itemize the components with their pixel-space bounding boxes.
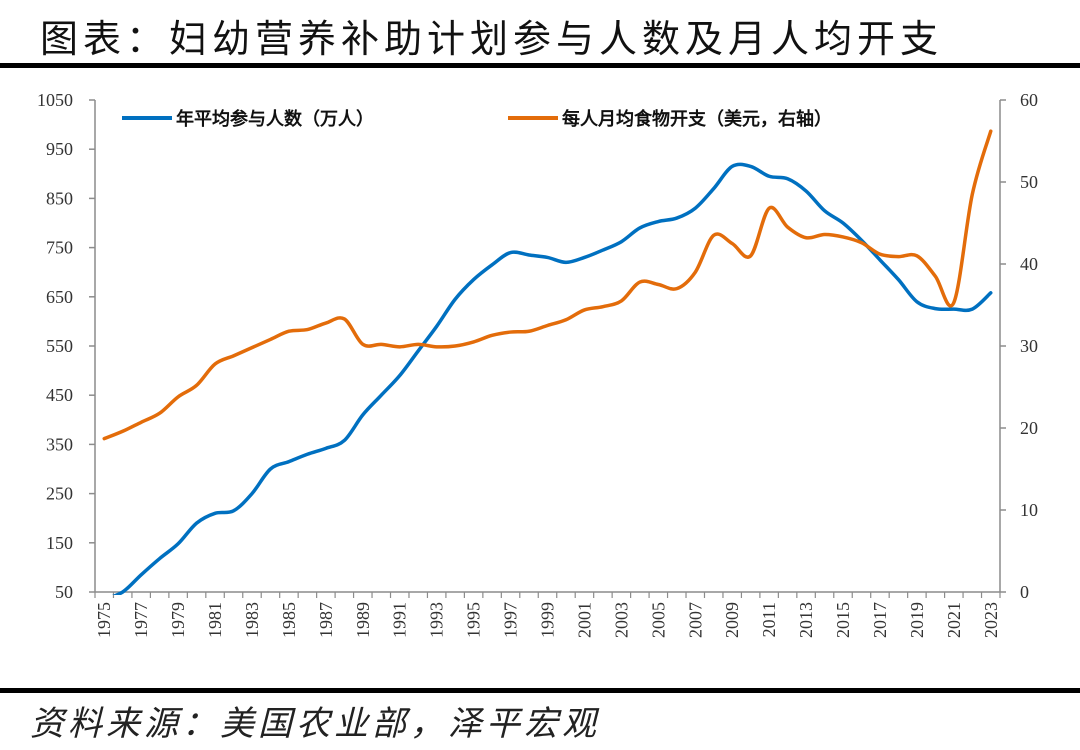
x-tick-label: 2015 bbox=[833, 602, 853, 638]
x-tick-label: 1981 bbox=[205, 602, 225, 638]
x-tick-label: 1991 bbox=[390, 602, 410, 638]
right-y-tick-label: 30 bbox=[1020, 336, 1038, 356]
x-tick-label: 2001 bbox=[574, 602, 594, 638]
title-rule bbox=[0, 63, 1080, 68]
x-tick-label: 1993 bbox=[427, 602, 447, 638]
x-tick-label: 1999 bbox=[538, 602, 558, 638]
x-tick-label: 2005 bbox=[648, 602, 668, 638]
x-tick-label: 1975 bbox=[94, 602, 114, 638]
x-tick-label: 1995 bbox=[464, 602, 484, 638]
legend-label-participants: 年平均参与人数（万人） bbox=[176, 108, 374, 130]
right-y-tick-label: 60 bbox=[1020, 90, 1038, 110]
axes: 50 150 250 350 450 550 650 750 850 950 1050 0 10 20 30… bbox=[37, 90, 1038, 638]
left-y-tick-label: 950 bbox=[46, 139, 73, 159]
left-y-tick-label: 850 bbox=[46, 188, 73, 208]
left-y-tick-label: 250 bbox=[46, 484, 73, 504]
x-tick-label: 1997 bbox=[501, 602, 521, 638]
x-tick-label: 1987 bbox=[316, 602, 336, 638]
x-tick-label: 2019 bbox=[907, 602, 927, 638]
right-y-tick-label: 40 bbox=[1020, 254, 1038, 274]
x-tick-label: 1985 bbox=[279, 602, 299, 638]
left-y-tick-label: 550 bbox=[46, 336, 73, 356]
line-chart: 50 150 250 350 450 550 650 750 850 950 1050 0 10 20 30… bbox=[37, 90, 1038, 638]
series-line-participants bbox=[112, 162, 993, 595]
x-tick-label: 2017 bbox=[870, 602, 890, 638]
legend-label-food-cost: 每人月均食物开支（美元，右轴） bbox=[562, 108, 832, 130]
series-line-food-cost bbox=[102, 129, 993, 441]
x-tick-label: 2003 bbox=[611, 602, 631, 638]
left-y-tick-label: 50 bbox=[55, 582, 73, 602]
x-tick-label: 1979 bbox=[168, 602, 188, 638]
left-y-tick-label: 1050 bbox=[37, 90, 73, 110]
left-y-tick-label: 350 bbox=[46, 434, 73, 454]
x-tick-label: 1983 bbox=[242, 602, 262, 638]
x-tick-label: 2009 bbox=[722, 602, 742, 638]
x-tick-label: 1989 bbox=[353, 602, 373, 638]
source-rule bbox=[0, 688, 1080, 693]
x-tick-label: 2013 bbox=[796, 602, 816, 638]
source-note: 资料来源：美国农业部，泽平宏观 bbox=[30, 704, 600, 744]
x-tick-label: 2011 bbox=[759, 602, 779, 637]
series-lines bbox=[102, 129, 993, 595]
right-y-tick-label: 20 bbox=[1020, 418, 1038, 438]
right-y-tick-label: 10 bbox=[1020, 500, 1038, 520]
chart-title: 图表：妇幼营养补助计划参与人数及月人均开支 bbox=[40, 17, 944, 61]
left-y-tick-label: 750 bbox=[46, 238, 73, 258]
x-tick-label: 2023 bbox=[981, 602, 1001, 638]
x-tick-label: 1977 bbox=[131, 602, 151, 638]
left-y-tick-label: 650 bbox=[46, 287, 73, 307]
right-y-tick-label: 0 bbox=[1020, 582, 1029, 602]
x-tick-label: 2021 bbox=[944, 602, 964, 638]
left-y-tick-label: 450 bbox=[46, 385, 73, 405]
legend: 年平均参与人数（万人） 每人月均食物开支（美元，右轴） bbox=[122, 108, 832, 130]
right-y-tick-label: 50 bbox=[1020, 172, 1038, 192]
x-tick-label: 2007 bbox=[685, 602, 705, 638]
left-y-tick-label: 150 bbox=[46, 533, 73, 553]
